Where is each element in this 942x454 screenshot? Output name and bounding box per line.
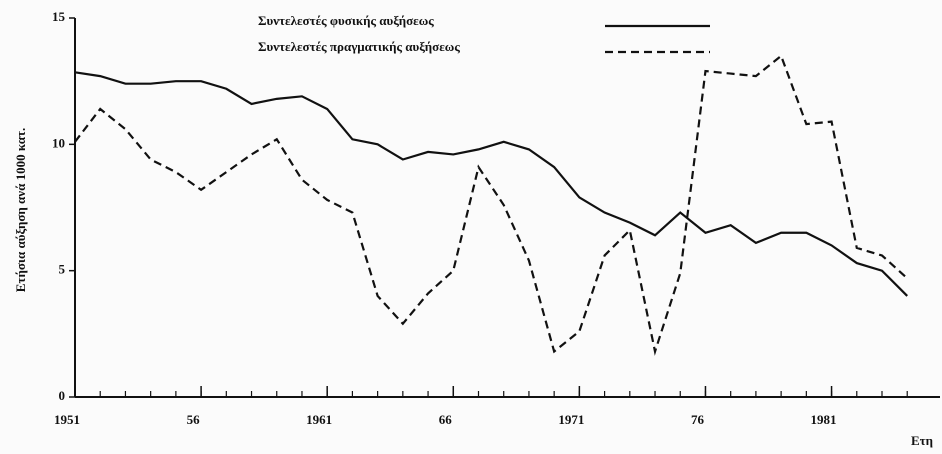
series-line [74, 71, 908, 297]
x-tick-label: 66 [439, 412, 453, 427]
legend-label: Συντελεστές πραγματικής αυξήσεως [258, 39, 460, 54]
x-tick-label: 56 [187, 412, 201, 427]
x-tick-label: 1971 [558, 412, 584, 427]
y-tick-label: 0 [59, 388, 66, 403]
x-tick-label: 1951 [54, 412, 80, 427]
x-axis-label: Ετη [911, 433, 933, 448]
y-tick-label: 15 [52, 9, 66, 24]
x-tick-label: 1981 [811, 412, 837, 427]
series-line [74, 54, 908, 356]
x-tick-label: 76 [691, 412, 705, 427]
x-tick-label: 1961 [306, 412, 332, 427]
y-tick-label: 5 [59, 262, 66, 277]
y-axis-label: Ετήσια αύξηση ανά 1000 κατ. [13, 128, 28, 292]
y-tick-label: 10 [52, 135, 65, 150]
legend-label: Συντελεστές φυσικής αυξήσεως [258, 13, 434, 28]
